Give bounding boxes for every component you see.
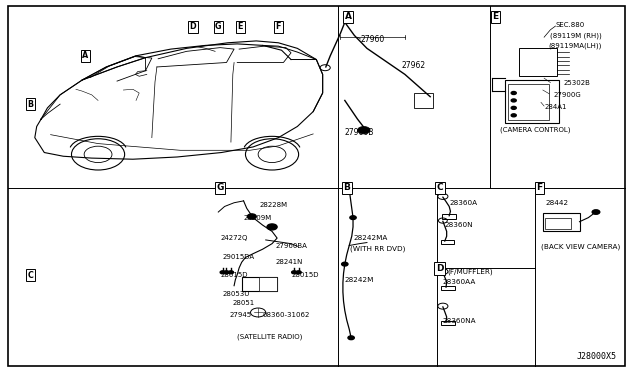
Text: 27900G: 27900G [554, 92, 581, 98]
Text: E: E [237, 22, 243, 31]
Text: 24272Q: 24272Q [220, 235, 248, 241]
Text: (WITH RR DVD): (WITH RR DVD) [350, 246, 405, 253]
Text: 28360NA: 28360NA [443, 318, 477, 324]
Text: (89119M (RH)): (89119M (RH)) [550, 32, 602, 39]
Bar [545, 218, 571, 229]
Text: (CAMERA CONTROL): (CAMERA CONTROL) [500, 127, 570, 134]
Text: A: A [83, 51, 88, 60]
Text: SEC.880: SEC.880 [556, 22, 585, 28]
Text: 28209M: 28209M [244, 215, 272, 221]
Text: 25302B: 25302B [563, 80, 590, 86]
Text: D: D [189, 22, 196, 31]
Circle shape [592, 210, 600, 214]
Circle shape [296, 271, 301, 274]
Text: F: F [536, 183, 543, 192]
Bar [414, 93, 433, 108]
Text: (BACK VIEW CAMERA): (BACK VIEW CAMERA) [541, 243, 620, 250]
Circle shape [348, 336, 355, 340]
Text: E: E [492, 12, 499, 21]
Text: 28242M: 28242M [345, 277, 374, 283]
Text: B: B [28, 100, 33, 109]
Circle shape [511, 92, 516, 94]
Text: (89119MA(LH)): (89119MA(LH)) [548, 42, 602, 49]
Circle shape [346, 188, 353, 192]
Text: F: F [276, 22, 281, 31]
Circle shape [350, 216, 356, 219]
Text: 28051: 28051 [233, 300, 255, 306]
Bar [505, 80, 559, 123]
Text: 27960B: 27960B [345, 128, 374, 137]
Text: 27960: 27960 [360, 35, 385, 44]
Circle shape [224, 271, 229, 274]
Circle shape [511, 99, 516, 102]
Circle shape [228, 271, 234, 274]
Text: 27960BA: 27960BA [275, 243, 307, 248]
Bar [441, 286, 455, 290]
Text: 28442: 28442 [545, 200, 568, 206]
Bar [508, 84, 549, 120]
Circle shape [292, 271, 297, 274]
Text: C: C [436, 183, 443, 192]
Bar [441, 240, 454, 244]
Text: 28360A: 28360A [449, 200, 477, 206]
Text: G: G [215, 22, 221, 31]
Circle shape [358, 126, 370, 134]
Bar [442, 214, 456, 219]
Bar [441, 321, 455, 325]
Text: G: G [216, 183, 224, 192]
Text: 28242MA: 28242MA [353, 235, 387, 241]
Text: 28360AA: 28360AA [443, 279, 476, 285]
Circle shape [248, 214, 256, 219]
Text: (SATELLITE RADIO): (SATELLITE RADIO) [237, 333, 303, 340]
Text: A: A [344, 12, 351, 21]
Circle shape [267, 224, 277, 230]
Circle shape [511, 106, 516, 109]
Circle shape [220, 271, 225, 274]
Text: 27945: 27945 [229, 312, 251, 318]
Text: 28228M: 28228M [259, 202, 287, 208]
Bar [519, 48, 557, 76]
Text: C: C [28, 271, 33, 280]
Text: 08360-31062: 08360-31062 [262, 312, 310, 318]
Text: 28360N: 28360N [444, 222, 473, 228]
Text: 284A1: 284A1 [544, 104, 566, 110]
Text: (F/MUFFLER): (F/MUFFLER) [447, 268, 493, 275]
Text: D: D [436, 264, 444, 273]
Bar [243, 277, 277, 291]
Text: 28015D: 28015D [220, 272, 248, 278]
Circle shape [511, 114, 516, 117]
Bar [543, 213, 580, 231]
Bar [259, 277, 277, 291]
Circle shape [342, 262, 348, 266]
Text: 28241N: 28241N [275, 259, 303, 265]
Text: 27962: 27962 [402, 61, 426, 70]
Text: J28000X5: J28000X5 [577, 352, 617, 361]
Text: 28053U: 28053U [223, 291, 250, 297]
Text: B: B [343, 183, 350, 192]
Text: 28015D: 28015D [291, 272, 319, 278]
Text: 29015DA: 29015DA [223, 254, 255, 260]
